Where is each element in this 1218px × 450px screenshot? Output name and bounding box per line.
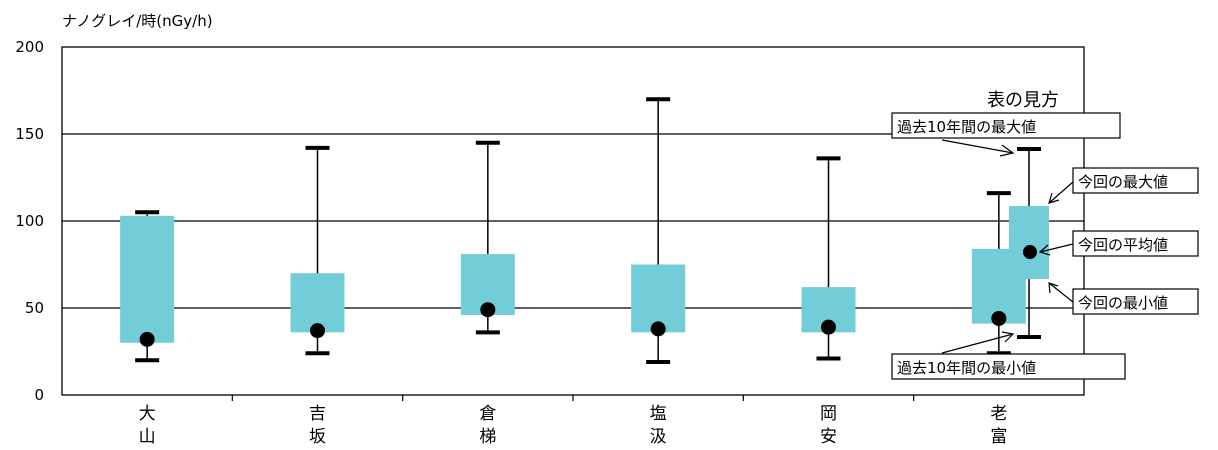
category-label-line1: 吉 — [309, 404, 326, 424]
category-label-line2: 山 — [139, 427, 156, 447]
box-series — [120, 97, 1026, 364]
legend-current-max-label: 今回の最大値 — [1078, 173, 1168, 191]
arrow-current-avg-head — [1038, 244, 1051, 256]
y-tick-label: 100 — [15, 212, 44, 230]
arrow-current-max-head — [1048, 192, 1060, 204]
legend-title: 表の見方 — [987, 90, 1059, 111]
legend-avg-dot — [1023, 245, 1037, 259]
arrow-past-min — [941, 333, 1014, 354]
y-tick-label: 150 — [15, 125, 44, 143]
current-avg-point — [991, 310, 1007, 326]
x-axis-categories: 大山 吉坂 倉梯 塩汲 岡安 老富 — [139, 395, 1007, 447]
current-avg-point — [650, 321, 666, 337]
category-label-line2: 富 — [990, 427, 1007, 447]
category-label-line1: 老 — [990, 404, 1007, 424]
category-label-line2: 汲 — [650, 427, 667, 447]
arrow-past-min-head — [1001, 331, 1015, 343]
current-avg-point — [480, 302, 496, 318]
y-tick-label: 0 — [34, 386, 44, 404]
legend-current-max-box — [1072, 167, 1199, 194]
y-unit-label: ナノグレイ/時(nGy/h) — [62, 12, 213, 30]
y-axis-ticks: 0 50 100 150 200 — [15, 38, 44, 404]
category-label-line2: 安 — [820, 427, 837, 447]
legend-current-min-box — [1072, 288, 1199, 315]
legend-current-avg-label: 今回の平均値 — [1078, 236, 1168, 254]
legend-past-min-box — [891, 353, 1126, 380]
legend-current-avg-box — [1072, 230, 1199, 257]
category-label-line1: 岡 — [820, 404, 837, 424]
current-range-box — [120, 215, 175, 343]
grid-lines — [62, 133, 1084, 309]
arrow-current-min-head — [1048, 282, 1059, 294]
current-range-box — [290, 273, 345, 333]
category-label-line1: 倉 — [479, 404, 496, 424]
arrow-current-min — [1048, 282, 1074, 303]
legend-box — [1009, 206, 1049, 279]
legend-panel: 表の見方 過去10年間の最大値 今回の最大値 今回の平均値 今回の最小値 過去1… — [891, 90, 1199, 380]
arrow-current-avg — [1039, 243, 1074, 253]
category-label-line2: 坂 — [309, 427, 326, 447]
y-tick-label: 50 — [25, 299, 44, 317]
arrow-current-max — [1048, 181, 1074, 204]
arrow-past-max — [941, 139, 1014, 154]
current-avg-point — [310, 323, 325, 339]
legend-past-max-box — [891, 112, 1121, 139]
category-label-line1: 大 — [139, 404, 156, 424]
current-avg-point — [821, 319, 836, 335]
legend-past-min-label: 過去10年間の最小値 — [897, 359, 1036, 377]
current-range-box — [631, 264, 686, 333]
plot-frame — [61, 46, 1085, 396]
arrow-past-max-head — [999, 144, 1015, 157]
category-label-line2: 梯 — [479, 427, 496, 447]
current-avg-point — [139, 331, 155, 347]
legend-past-max-label: 過去10年間の最大値 — [897, 118, 1036, 136]
legend-current-min-label: 今回の最小値 — [1078, 294, 1168, 312]
y-tick-label: 200 — [15, 38, 44, 56]
category-label-line1: 塩 — [650, 404, 667, 424]
